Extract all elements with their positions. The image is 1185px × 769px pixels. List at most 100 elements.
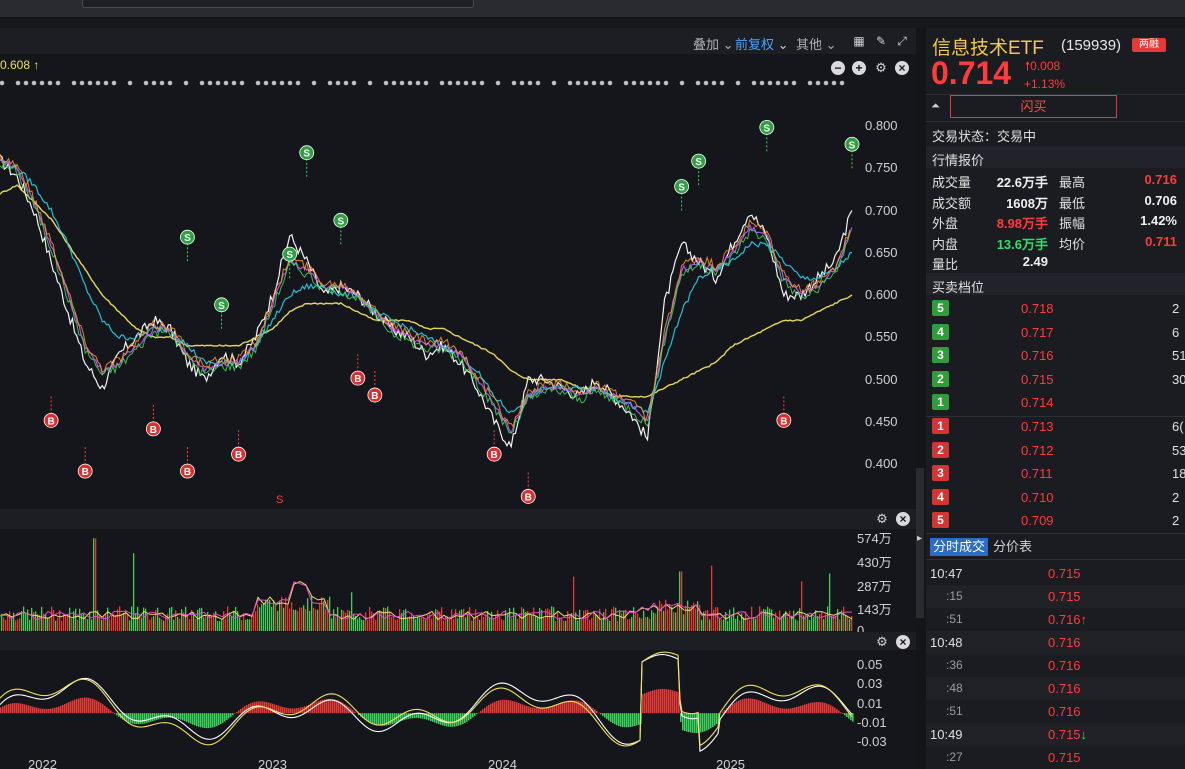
volume-bar — [237, 610, 239, 631]
grid-layout-icon[interactable]: ▦ — [853, 34, 865, 48]
macd-bar — [84, 697, 86, 714]
orderbook-price[interactable]: 0.714 — [1021, 395, 1054, 411]
macd-bar — [428, 713, 430, 721]
orderbook-volume: 2 — [1172, 513, 1180, 529]
quote-field-value: 0.716 — [1144, 172, 1177, 187]
volume-bar — [131, 606, 133, 631]
orderbook-price[interactable]: 0.715 — [1021, 371, 1054, 387]
adjust-menu[interactable]: 前复权 ⌄ — [735, 37, 789, 52]
macd-bar — [630, 713, 632, 727]
volume-bar — [639, 617, 641, 631]
orderbook-price[interactable]: 0.717 — [1021, 324, 1054, 340]
event-dot — [0, 80, 5, 86]
orderbook-price[interactable]: 0.711 — [1021, 466, 1053, 482]
event-dot — [583, 80, 589, 86]
trade-row: 10:47 0.715 — [926, 562, 1185, 585]
macd-bar — [536, 708, 538, 714]
overlay-menu[interactable]: 叠加 ⌄ — [693, 37, 734, 52]
quote-section-title: 行情报价 — [932, 153, 985, 168]
chevron-right-icon[interactable]: ▸ — [917, 533, 923, 544]
close-icon[interactable]: × — [895, 61, 909, 75]
volume-bar — [145, 608, 147, 631]
macd-bar — [42, 708, 44, 714]
other-menu[interactable]: 其他 ⌄ — [796, 37, 837, 52]
volume-bar — [477, 616, 479, 631]
scrollbar[interactable] — [916, 468, 924, 618]
search-input[interactable] — [82, 0, 474, 8]
volume-bar — [393, 616, 395, 631]
quote-field-value: 13.6万手 — [996, 236, 1048, 252]
orderbook-price[interactable]: 0.710 — [1021, 489, 1054, 505]
orderbook-price[interactable]: 0.716 — [1021, 348, 1054, 364]
volume-ma-line — [0, 581, 853, 621]
macd-bar — [620, 713, 622, 727]
orderbook-price[interactable]: 0.713 — [1021, 419, 1054, 434]
macd-bar — [554, 705, 556, 714]
volume-bar — [391, 617, 393, 631]
volume-bar — [831, 615, 833, 631]
volume-bar — [417, 617, 419, 631]
macd-bar — [832, 706, 834, 714]
draw-pen-icon[interactable]: ✎ — [875, 34, 887, 48]
macd-bar — [552, 705, 554, 714]
volume-bar — [429, 611, 431, 631]
tab-price-table[interactable]: 分价表 — [993, 539, 1033, 554]
volume-bar — [593, 613, 595, 631]
gear-icon[interactable]: ⚙ — [876, 634, 888, 649]
macd-bar — [634, 713, 636, 726]
trade-time: 10:48 — [930, 635, 963, 650]
macd-bar — [412, 713, 414, 719]
event-dot — [167, 80, 173, 86]
macd-bar — [712, 713, 714, 727]
macd-line — [0, 651, 853, 747]
gear-icon[interactable]: ⚙ — [876, 511, 888, 526]
volume-bar — [681, 571, 683, 631]
orderbook-price[interactable]: 0.718 — [1021, 301, 1054, 316]
panel-collapse-strip[interactable]: ▸ — [916, 28, 926, 769]
macd-bar — [242, 707, 244, 714]
macd-bar — [512, 701, 514, 714]
macd-bar — [326, 699, 328, 714]
macd-bar — [404, 713, 406, 720]
volume-bar — [571, 613, 573, 631]
orderbook-price[interactable]: 0.709 — [1021, 513, 1054, 529]
zoom-in-icon[interactable]: + — [852, 61, 866, 75]
fullscreen-icon[interactable]: ⤢ — [897, 34, 907, 48]
macd-bar — [546, 707, 548, 714]
tab-time-trades[interactable]: 分时成交 — [930, 538, 989, 556]
orderbook-price[interactable]: 0.712 — [1021, 442, 1054, 458]
macd-bar — [48, 708, 50, 714]
volume-tick-label: 143万 — [857, 602, 892, 618]
close-icon[interactable]: × — [896, 512, 910, 526]
gear-icon[interactable]: ⚙ — [875, 60, 887, 75]
volume-bar — [355, 615, 357, 631]
volume-bar — [421, 615, 423, 631]
flash-buy-button[interactable]: 闪买 — [950, 95, 1117, 118]
macd-bar — [14, 703, 16, 714]
macd-bar — [102, 704, 104, 714]
volume-bar — [783, 613, 785, 631]
macd-bar — [382, 713, 384, 726]
volume-bar — [819, 613, 821, 631]
collapse-toggle-icon[interactable]: ⏶ — [931, 100, 940, 112]
event-dot — [775, 80, 781, 86]
volume-bar — [83, 613, 85, 631]
trade-row: 10:49 0.715↓ — [926, 723, 1185, 746]
macd-bar — [846, 713, 848, 717]
volume-bar — [13, 612, 15, 631]
volume-bar — [741, 613, 743, 631]
close-icon[interactable]: × — [896, 635, 910, 649]
price-series-line — [0, 158, 853, 435]
volume-bar — [673, 611, 675, 631]
macd-bar — [194, 713, 196, 726]
volume-bar — [101, 619, 103, 631]
volume-bar — [629, 619, 631, 631]
macd-bar — [806, 703, 808, 714]
macd-panel-header — [0, 632, 916, 650]
volume-bar — [559, 617, 561, 631]
price-change-pct: +1.13% — [1024, 77, 1066, 91]
zoom-out-icon[interactable]: − — [831, 61, 845, 75]
volume-bar — [665, 599, 667, 631]
signal-label: S — [337, 216, 344, 227]
